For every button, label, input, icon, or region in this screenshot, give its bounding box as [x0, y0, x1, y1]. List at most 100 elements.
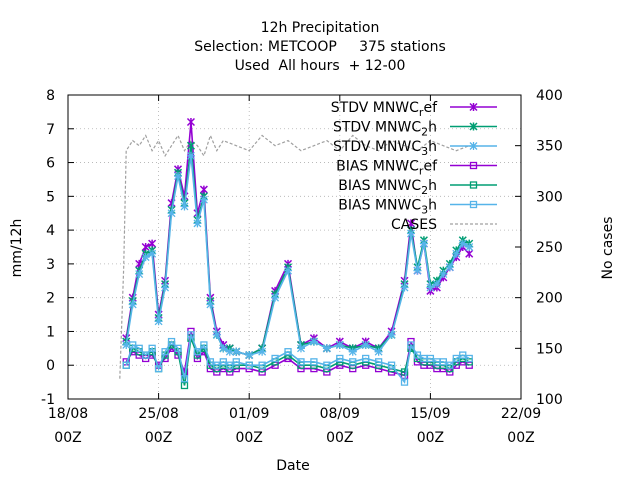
- data-point: [167, 337, 176, 346]
- data-point: [167, 209, 176, 218]
- x-tick-label-date: 15/09: [410, 406, 450, 422]
- data-point: [212, 330, 221, 339]
- data-point: [400, 368, 409, 376]
- x-tick-label-hour: 00Z: [417, 430, 444, 446]
- data-point: [186, 117, 195, 127]
- data-point: [180, 202, 189, 211]
- data-point: [374, 347, 383, 356]
- x-axis-label: Date: [276, 458, 309, 474]
- y-axis-label: mm/12h: [9, 219, 25, 278]
- data-point: [186, 151, 195, 160]
- data-point: [193, 219, 202, 228]
- data-point: [245, 351, 254, 360]
- data-point: [469, 200, 478, 209]
- data-point: [148, 249, 157, 258]
- x-tick-label-hour: 00Z: [235, 430, 262, 446]
- legend-label: BIAS MNWC3h: [338, 198, 437, 217]
- data-point: [426, 283, 435, 292]
- x-tick-label-date: 22/09: [501, 406, 541, 422]
- legend-entry: BIAS MNWC3h: [338, 198, 497, 217]
- data-point: [465, 243, 474, 251]
- x-tick-label-hour: 00Z: [326, 430, 353, 446]
- data-point: [335, 340, 344, 349]
- series-bias-mnwc-3h: [122, 331, 473, 386]
- y2-tick-label: 400: [536, 88, 563, 104]
- data-point: [296, 344, 305, 353]
- series-layer: [119, 117, 474, 390]
- x-tick-label-hour: 00Z: [54, 430, 81, 446]
- data-point: [413, 266, 422, 275]
- data-point: [361, 340, 370, 349]
- data-point: [142, 351, 150, 359]
- legend-label: STDV MNWC2h: [333, 120, 437, 139]
- y-tick-label: 2: [46, 291, 55, 307]
- data-point: [135, 344, 143, 352]
- data-point: [148, 344, 156, 352]
- data-point: [445, 263, 454, 272]
- title-line-2: Selection: METCOOP 375 stations: [194, 39, 446, 55]
- y-tick-label: 1: [46, 324, 55, 340]
- data-point: [297, 358, 305, 366]
- data-point: [199, 195, 208, 204]
- data-point: [174, 172, 183, 181]
- data-point: [232, 347, 241, 356]
- data-point: [322, 344, 331, 353]
- legend-label: STDV MNWC3h: [333, 139, 437, 158]
- data-point: [135, 270, 144, 279]
- y-tick-label: 4: [46, 223, 55, 239]
- data-point: [439, 270, 448, 279]
- data-point: [186, 141, 195, 150]
- title-line-3: Used All hours + 12-00: [235, 58, 406, 74]
- legend-entry: BIAS MNWC2h: [338, 178, 497, 197]
- data-point: [193, 348, 202, 356]
- data-point: [374, 358, 383, 366]
- y-tick-label: 6: [46, 156, 55, 172]
- data-point: [469, 181, 478, 189]
- legend-entry: CASES: [391, 217, 497, 233]
- y-tick-label: 7: [46, 122, 55, 138]
- data-point: [122, 340, 131, 349]
- legend-entry: STDV MNWC3h: [333, 139, 497, 158]
- data-point: [419, 239, 428, 248]
- title-line-1: 12h Precipitation: [261, 20, 380, 36]
- y-tick-label: 5: [46, 189, 55, 205]
- data-point: [174, 344, 182, 352]
- data-point: [465, 354, 473, 363]
- data-point: [406, 219, 416, 228]
- data-point: [452, 249, 461, 258]
- data-point: [258, 361, 266, 369]
- x-tick-label-hour: 00Z: [145, 430, 172, 446]
- legend-entry: STDV MNWCref: [331, 100, 497, 119]
- data-point: [141, 242, 150, 252]
- y-tick-label: -1: [41, 392, 55, 408]
- data-point: [387, 330, 396, 339]
- data-point: [219, 344, 228, 353]
- data-point: [180, 381, 189, 390]
- y2-tick-label: 150: [536, 341, 563, 357]
- data-point: [387, 361, 396, 369]
- axes: -1 0 1 2 3 4 5 6 7 8 100 150 200 250 300 350 400 18/08 00Z…: [41, 88, 563, 446]
- data-point: [469, 122, 478, 131]
- legend-entry: STDV MNWC2h: [333, 120, 497, 139]
- data-point: [400, 283, 409, 292]
- data-point: [232, 358, 240, 366]
- data-point: [199, 185, 208, 194]
- data-point: [469, 142, 478, 150]
- y2-tick-label: 350: [536, 139, 563, 155]
- data-point: [469, 161, 478, 170]
- data-point: [154, 364, 163, 373]
- data-point: [245, 361, 253, 369]
- data-point: [348, 347, 357, 356]
- data-point: [154, 317, 163, 326]
- legend-label: BIAS MNWCref: [336, 159, 438, 178]
- data-point: [200, 341, 208, 349]
- y2-tick-label: 300: [536, 189, 563, 205]
- data-point: [271, 354, 279, 363]
- data-point: [225, 347, 234, 356]
- data-point: [284, 266, 293, 275]
- legend-label: CASES: [391, 217, 437, 233]
- data-point: [458, 239, 467, 248]
- data-point: [161, 283, 170, 292]
- data-point: [284, 348, 292, 356]
